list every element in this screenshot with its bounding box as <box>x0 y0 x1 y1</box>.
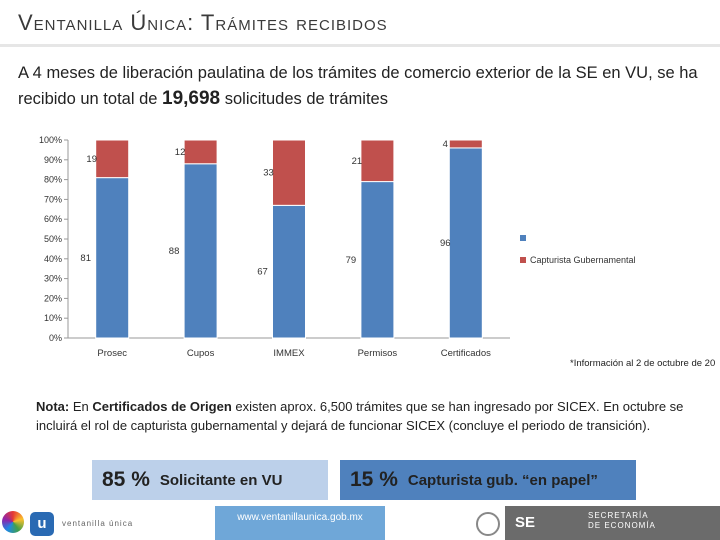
y-tick-label: 70% <box>44 194 62 204</box>
bar-segment <box>183 163 218 339</box>
bar-data-label: 88 <box>169 246 180 257</box>
y-tick-label: 30% <box>44 274 62 284</box>
bar-data-label: 12 <box>175 147 186 158</box>
secretaria-text: SECRETARÍA DE ECONOMÍA <box>588 511 656 531</box>
y-tick-label: 50% <box>44 234 62 244</box>
title-divider <box>0 44 720 47</box>
bar-data-label: 67 <box>257 267 268 278</box>
y-tick-label: 40% <box>44 254 62 264</box>
chart-axes: 0% 10% 20% 30% 40% 50% 60% 70% 80% 90% 100% Prosec C… <box>39 135 510 359</box>
chart-legend: Capturista Gubernamental <box>520 235 636 265</box>
y-tick-label: 20% <box>44 293 62 303</box>
intro-text-before: A 4 meses de liberación paulatina de los… <box>18 64 698 108</box>
bar-segment <box>95 177 130 339</box>
summary-applicant-label: Solicitante en VU <box>159 471 283 489</box>
y-tick-label: 90% <box>44 155 62 165</box>
mexico-seal-icon <box>476 512 500 536</box>
legend-label: Capturista Gubernamental <box>530 255 636 265</box>
flower-logo-icon <box>2 511 24 533</box>
intro-text: A 4 meses de liberación paulatina de los… <box>18 60 708 112</box>
bar-data-label: 81 <box>80 253 91 264</box>
bar-segment <box>272 139 306 206</box>
legend-swatch <box>520 235 526 241</box>
y-tick-label: 0% <box>49 333 62 343</box>
note-text-1: En <box>69 399 93 414</box>
intro-text-after: solicitudes de trámites <box>220 90 388 108</box>
bar-segment <box>448 139 483 149</box>
secretaria-line-2: DE ECONOMÍA <box>588 521 656 530</box>
x-tick-label: Prosec <box>97 348 127 359</box>
y-tick-label: 80% <box>44 175 62 185</box>
chart-data-labels: 81 19 88 12 67 33 79 21 96 4 <box>80 139 450 278</box>
bar-segment <box>95 139 130 179</box>
se-logo: SE <box>515 514 536 531</box>
vu-brand-text: ventanilla única <box>62 519 134 528</box>
bar-segment <box>448 147 483 339</box>
y-tick-label: 100% <box>39 135 62 145</box>
secretaria-line-1: SECRETARÍA <box>588 511 649 520</box>
stacked-bar-chart: 0% 10% 20% 30% 40% 50% 60% 70% 80% 90% 100% Prosec C… <box>39 135 636 359</box>
note-text: Nota: En Certificados de Origen existen … <box>36 397 704 435</box>
summary-government: 15 % Capturista gub. “en papel” <box>340 460 636 500</box>
x-tick-label: Cupos <box>187 348 215 359</box>
bar-segment <box>360 181 395 339</box>
bar-data-label: 4 <box>443 139 448 150</box>
total-requests: 19,698 <box>162 88 221 109</box>
summary-applicant: 85 % Solicitante en VU <box>92 460 328 500</box>
bar-data-label: 79 <box>346 255 357 266</box>
bar-data-label: 19 <box>86 154 97 165</box>
note-label: Nota: <box>36 399 70 414</box>
y-tick-label: 60% <box>44 214 62 224</box>
bar-data-label: 96 <box>440 238 451 249</box>
se-brand-panel <box>505 506 720 540</box>
x-tick-label: Permisos <box>358 348 398 359</box>
chart-bars <box>95 139 483 339</box>
legend-swatch <box>520 257 526 263</box>
note-text-2: existen aprox. 6,500 trámites que se han… <box>36 399 684 433</box>
summary-government-pct: 15 % <box>350 468 398 491</box>
page-title: Ventanilla Única: Trámites recibidos <box>18 10 388 35</box>
x-tick-label: IMMEX <box>273 348 305 359</box>
bar-data-label: 33 <box>263 168 274 179</box>
bar-data-label: 21 <box>352 156 363 167</box>
vu-logo-icon: u <box>30 512 54 536</box>
summary-government-label: Capturista gub. “en papel” <box>407 471 598 489</box>
bar-segment <box>272 204 306 339</box>
footer-url-link[interactable]: www.ventanillaunica.gob.mx <box>215 506 385 540</box>
summary-applicant-pct: 85 % <box>102 468 150 491</box>
bar-segment <box>360 139 395 183</box>
bar-segment <box>183 139 218 165</box>
x-tick-label: Certificados <box>441 348 491 359</box>
y-tick-label: 10% <box>44 313 62 323</box>
note-bold: Certificados de Origen <box>92 399 232 414</box>
footnote: *Información al 2 de octubre de 20 <box>570 358 716 369</box>
